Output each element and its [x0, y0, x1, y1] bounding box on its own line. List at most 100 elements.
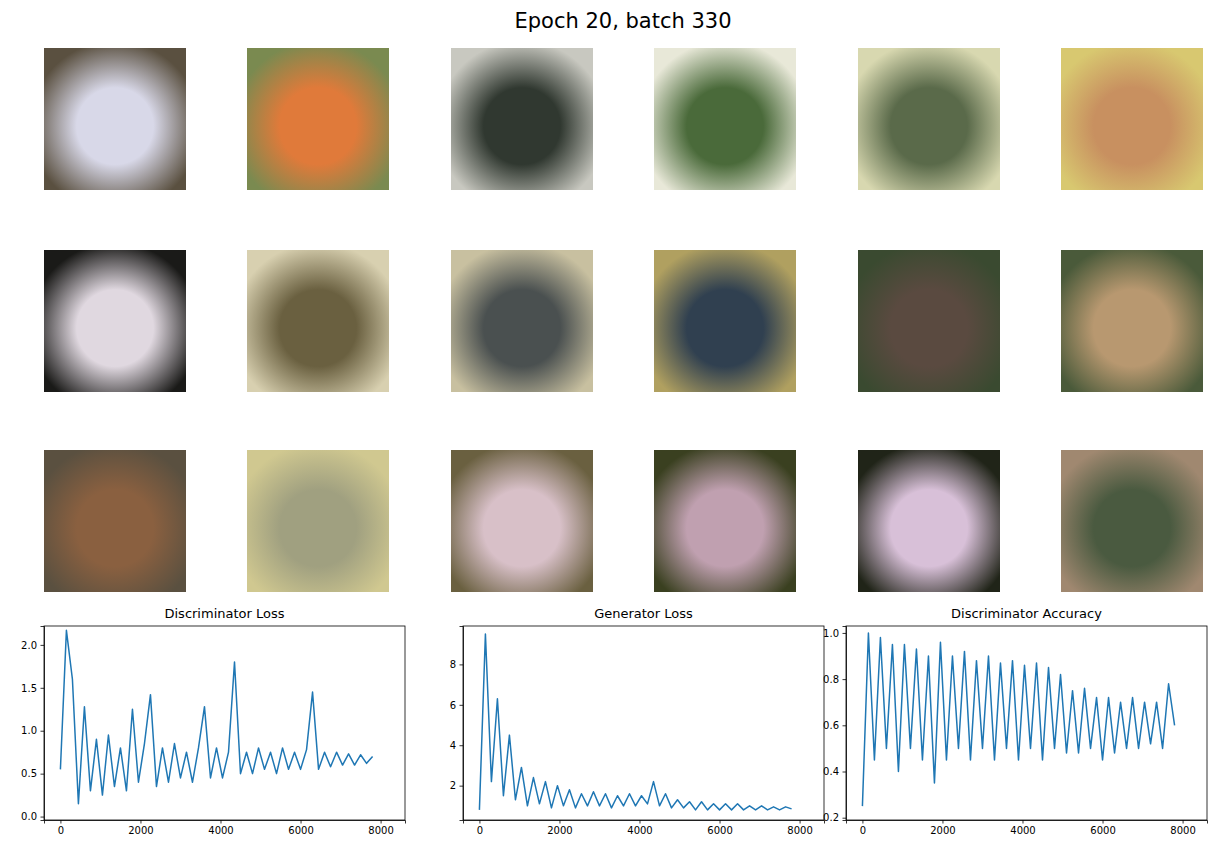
- x-tick: 8000: [368, 820, 393, 836]
- sample-image: [654, 48, 796, 190]
- x-axis-line: [847, 821, 1208, 824]
- y-tick: 6: [450, 700, 463, 711]
- x-tick-mark: [1022, 820, 1023, 824]
- x-axis: 0 2000 4000 6000 8000: [464, 820, 825, 836]
- y-tick: 0.8: [823, 674, 846, 685]
- x-tick-mark: [720, 820, 721, 824]
- x-tick-mark: [639, 820, 640, 824]
- sample-image: [1061, 48, 1203, 190]
- y-tick-label: 0.8: [823, 674, 839, 685]
- chart-title: Discriminator Loss: [164, 606, 284, 621]
- sample-image: [247, 48, 389, 190]
- sample-image: [451, 48, 593, 190]
- sample-image: [1061, 250, 1203, 392]
- x-tick: 0: [860, 820, 866, 836]
- y-tick-mark: [41, 731, 45, 732]
- x-tick: 8000: [787, 820, 812, 836]
- x-tick-label: 6000: [1090, 825, 1115, 836]
- figure: Epoch 20, batch 330020004000600080000.00…: [0, 0, 1226, 853]
- sample-image: [858, 450, 1000, 592]
- y-tick-label: 0.4: [823, 766, 839, 777]
- x-tick-label: 2000: [930, 825, 955, 836]
- y-tick-label: 8: [450, 659, 456, 670]
- x-tick-mark: [60, 820, 61, 824]
- y-tick: 2.0: [21, 640, 44, 651]
- x-tick: 6000: [288, 820, 313, 836]
- x-tick: 4000: [627, 820, 652, 836]
- y-axis: 2468: [450, 627, 464, 821]
- y-axis-line: [460, 627, 464, 821]
- sample-image: [654, 450, 796, 592]
- x-tick-label: 0: [58, 825, 64, 836]
- y-axis-line: [41, 627, 45, 821]
- y-tick-mark: [843, 633, 847, 634]
- y-tick-mark: [460, 705, 464, 706]
- y-tick-mark: [460, 786, 464, 787]
- y-tick: 1.5: [21, 683, 44, 694]
- y-tick-mark: [41, 817, 45, 818]
- x-tick-label: 4000: [1010, 825, 1035, 836]
- sample-image: [858, 250, 1000, 392]
- y-tick-mark: [41, 688, 45, 689]
- sample-image: [247, 450, 389, 592]
- plot-area: [479, 634, 791, 810]
- y-tick-label: 2.0: [21, 640, 37, 651]
- x-tick: 6000: [707, 820, 732, 836]
- figure-title: Epoch 20, batch 330: [514, 9, 731, 33]
- y-tick: 8: [450, 659, 463, 670]
- y-tick: 4: [450, 740, 463, 751]
- x-tick-mark: [1183, 820, 1184, 824]
- x-axis: 02000400060008000: [847, 820, 1208, 836]
- chart: 020004000600080000.20.40.60.81.0Discrimi…: [823, 606, 1207, 836]
- y-tick-mark: [843, 818, 847, 819]
- plot-area: [862, 633, 1174, 806]
- x-tick-mark: [301, 820, 302, 824]
- x-tick-label: 4000: [208, 825, 233, 836]
- y-tick: 0.5: [21, 768, 44, 779]
- y-tick: 0.6: [823, 720, 846, 731]
- plot-area: [60, 630, 372, 803]
- sample-image: [858, 48, 1000, 190]
- plot-frame: [44, 626, 405, 820]
- x-tick: 2000: [547, 820, 572, 836]
- y-tick: 0.0: [21, 811, 44, 822]
- y-tick-label: 0.2: [823, 812, 839, 823]
- y-tick-label: 0.0: [21, 811, 37, 822]
- y-tick-label: 4: [450, 740, 456, 751]
- x-tick-mark: [140, 820, 141, 824]
- x-tick-label: 2000: [128, 825, 153, 836]
- x-tick-label: 2000: [547, 825, 572, 836]
- y-tick: 0.4: [823, 766, 846, 777]
- y-tick-label: 1.0: [823, 628, 839, 639]
- y-axis: 0.0 0.5 1.0 1.5 2.0: [21, 627, 44, 823]
- y-tick-label: 0.5: [21, 768, 37, 779]
- chart-title: Generator Loss: [594, 606, 693, 621]
- sample-image: [44, 450, 186, 592]
- x-axis-line: [464, 821, 825, 824]
- x-tick-label: 6000: [707, 825, 732, 836]
- x-tick-label: 6000: [288, 825, 313, 836]
- x-tick-mark: [479, 820, 480, 824]
- plot-frame: [463, 626, 824, 820]
- x-tick: 2000: [128, 820, 153, 836]
- x-tick: 6000: [1090, 820, 1115, 836]
- y-tick-mark: [41, 645, 45, 646]
- x-tick-mark: [942, 820, 943, 824]
- sample-image: [44, 250, 186, 392]
- y-tick: 1.0: [21, 725, 44, 736]
- y-tick-mark: [41, 774, 45, 775]
- x-tick: 4000: [1010, 820, 1035, 836]
- y-tick-mark: [460, 745, 464, 746]
- y-tick-label: 6: [450, 700, 456, 711]
- sample-image: [44, 48, 186, 190]
- x-axis: 0 2000 4000 6000 8000: [45, 820, 406, 836]
- x-tick-mark: [1103, 820, 1104, 824]
- y-tick: 1.0: [823, 628, 846, 639]
- chart-title: Discriminator Accuracy: [951, 606, 1102, 621]
- x-tick-mark: [220, 820, 221, 824]
- y-tick-label: 0.6: [823, 720, 839, 731]
- x-tick-mark: [862, 820, 863, 824]
- x-tick-label: 0: [477, 825, 483, 836]
- x-tick: 0: [477, 820, 483, 836]
- data-line: [60, 630, 372, 803]
